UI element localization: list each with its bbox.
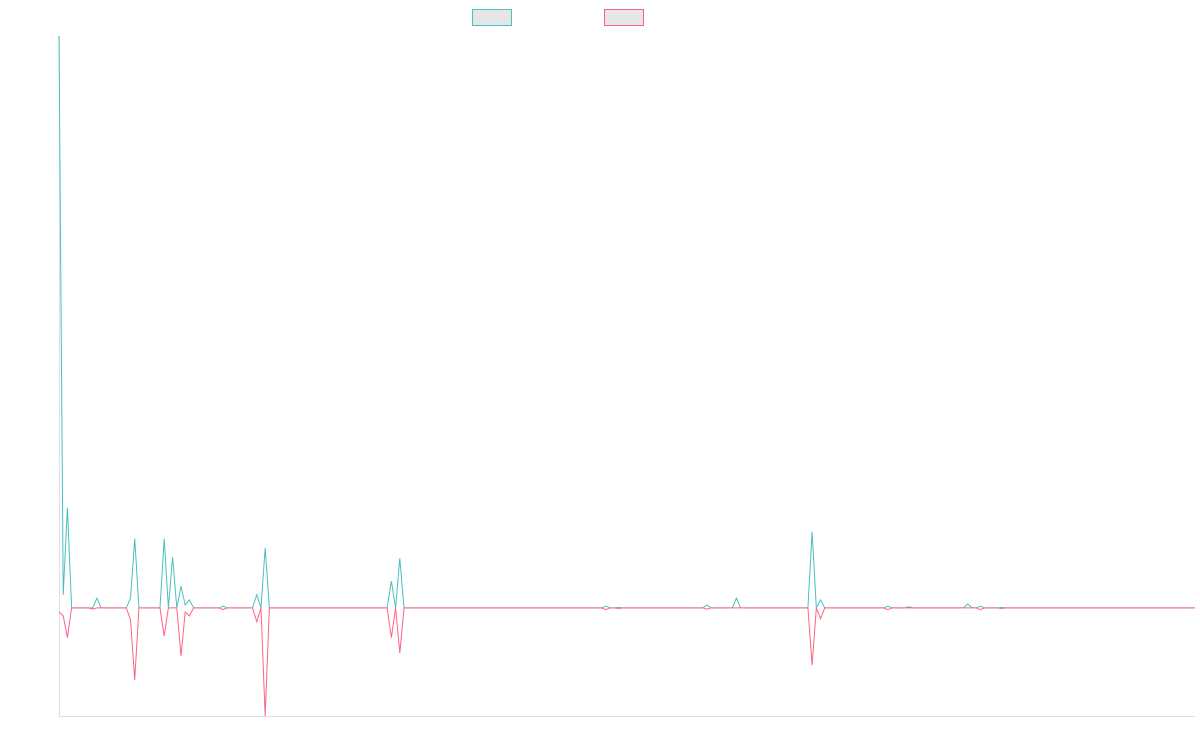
series-line (58, 35, 1195, 610)
legend-swatch (604, 9, 644, 26)
legend-swatch (472, 9, 512, 26)
series-line (58, 607, 1195, 717)
